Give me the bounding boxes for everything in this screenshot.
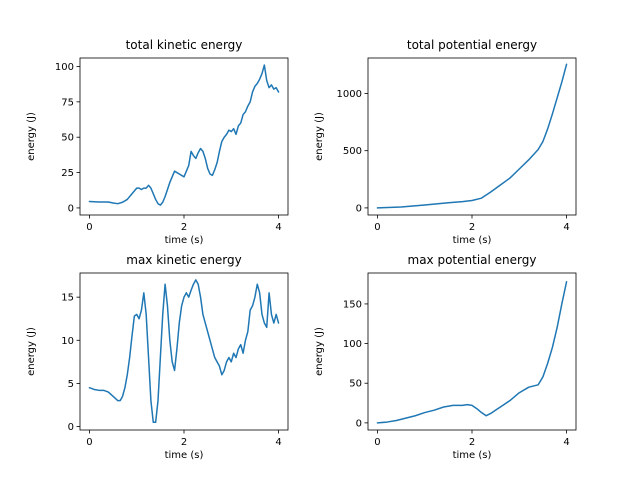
max-kinetic-x-tick-label: 2 bbox=[181, 437, 187, 448]
total-potential-x-tick-label: 0 bbox=[374, 222, 380, 233]
max-kinetic-y-tick-label: 0 bbox=[68, 422, 74, 433]
max-kinetic-y-axis-label: energy (J) bbox=[26, 327, 37, 376]
max-potential-x-tick-label: 2 bbox=[469, 437, 475, 448]
max-potential-series-line bbox=[376, 280, 568, 424]
total-potential-y-tick-label: 500 bbox=[343, 146, 362, 157]
max-kinetic-series-line bbox=[88, 279, 280, 423]
max-kinetic-x-tick-label: 0 bbox=[86, 437, 92, 448]
max-potential-x-tick-label: 4 bbox=[563, 437, 569, 448]
total-kinetic-y-tick-label: 25 bbox=[61, 168, 74, 179]
total-kinetic-series-line bbox=[88, 64, 280, 206]
max-kinetic-x-tick-label: 4 bbox=[275, 437, 281, 448]
total-potential-y-axis-label: energy (J) bbox=[314, 112, 325, 161]
total-potential-x-axis-label: time (s) bbox=[453, 235, 492, 246]
total-potential-y-tick-label: 0 bbox=[356, 203, 362, 214]
max-potential-title: max potential energy bbox=[408, 253, 537, 267]
total-kinetic-y-axis-label: energy (J) bbox=[26, 112, 37, 161]
total-potential-y-tick-label: 1000 bbox=[337, 89, 362, 100]
max-potential-y-tick-label: 150 bbox=[343, 299, 362, 310]
max-kinetic-y-tick-label: 10 bbox=[61, 336, 74, 347]
max-potential-y-tick-label: 50 bbox=[349, 379, 362, 390]
total-potential-series-line bbox=[376, 63, 568, 209]
total-kinetic-title: total kinetic energy bbox=[126, 38, 243, 52]
total-potential-x-tick-label: 2 bbox=[469, 222, 475, 233]
total-kinetic-y-tick-label: 50 bbox=[61, 133, 74, 144]
panel-max-kinetic: 0 2 4 0 5 10 15 max kinetic energy time (s) energ… bbox=[26, 253, 289, 461]
panel-total-potential: 0 2 4 0 500 1000 total potential energy time (s… bbox=[314, 38, 577, 246]
total-potential-title: total potential energy bbox=[407, 38, 537, 52]
max-potential-y-tick-label: 100 bbox=[343, 339, 362, 350]
max-potential-x-tick-label: 0 bbox=[374, 437, 380, 448]
max-potential-x-axis-label: time (s) bbox=[453, 450, 492, 461]
max-kinetic-y-tick-label: 15 bbox=[61, 293, 74, 304]
total-kinetic-x-tick-label: 4 bbox=[275, 222, 281, 233]
total-kinetic-x-tick-label: 2 bbox=[181, 222, 187, 233]
panel-max-potential: 0 2 4 0 50 100 150 max potential energy time (s)… bbox=[314, 253, 577, 461]
total-kinetic-y-tick-label: 0 bbox=[68, 203, 74, 214]
total-kinetic-x-tick-label: 0 bbox=[86, 222, 92, 233]
total-kinetic-y-tick-label: 75 bbox=[61, 97, 74, 108]
max-potential-y-axis-label: energy (J) bbox=[314, 327, 325, 376]
max-kinetic-x-axis-label: time (s) bbox=[165, 450, 204, 461]
total-kinetic-y-tick-label: 100 bbox=[55, 62, 74, 73]
total-potential-x-tick-label: 4 bbox=[563, 222, 569, 233]
total-kinetic-x-axis-label: time (s) bbox=[165, 235, 204, 246]
max-kinetic-title: max kinetic energy bbox=[126, 253, 242, 267]
max-potential-y-tick-label: 0 bbox=[356, 418, 362, 429]
panel-total-kinetic: 0 2 4 0 25 50 75 100 total kinetic energy time (s… bbox=[26, 38, 289, 246]
max-kinetic-y-tick-label: 5 bbox=[68, 379, 74, 390]
